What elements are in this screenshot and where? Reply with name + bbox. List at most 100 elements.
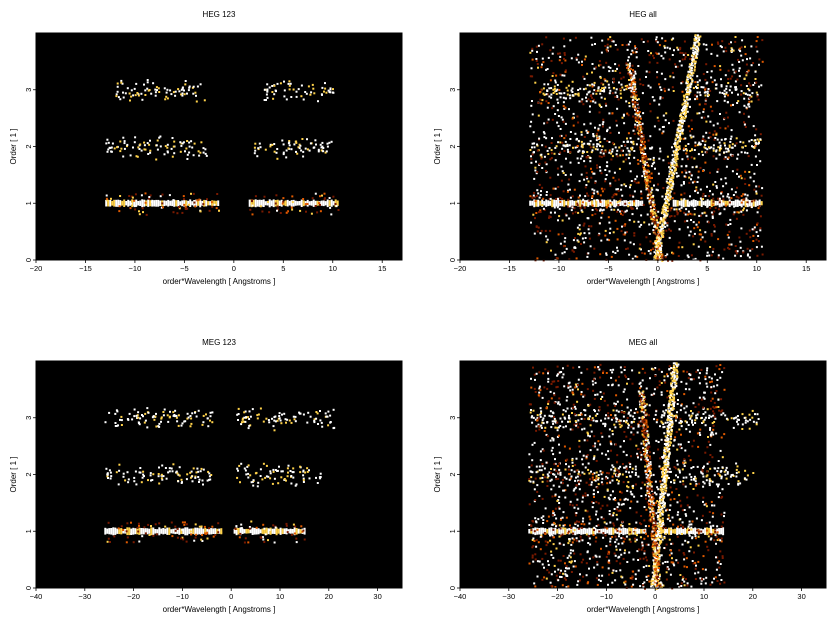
x-axis-label: order*Wavelength [ Angstroms ] (587, 277, 700, 286)
x-tick-label: −15 (79, 264, 92, 273)
cell (592, 92, 595, 95)
cell (555, 421, 558, 424)
cell (587, 180, 590, 183)
cell (297, 88, 300, 91)
cell (543, 136, 546, 139)
cell (544, 540, 547, 543)
cell (639, 451, 642, 454)
cell (718, 201, 721, 204)
cell (686, 504, 689, 507)
cell (663, 535, 666, 538)
cell (256, 485, 259, 488)
cell (695, 186, 698, 189)
cell (109, 471, 112, 474)
cell (666, 195, 669, 198)
cell (582, 88, 585, 91)
cell (568, 417, 571, 420)
cell (645, 171, 647, 174)
cell (167, 471, 170, 474)
cell (552, 484, 555, 487)
cell (148, 196, 151, 198)
cell (171, 535, 174, 538)
cell (586, 93, 589, 96)
cell (141, 414, 143, 416)
cell (133, 87, 136, 90)
cell (647, 177, 650, 180)
cell (661, 208, 664, 211)
cell (147, 411, 150, 414)
cell (737, 58, 739, 61)
cell (583, 232, 586, 235)
cell (593, 247, 596, 250)
cell (559, 128, 562, 130)
cell (117, 424, 119, 427)
cell (260, 536, 263, 539)
cell (649, 240, 652, 243)
cell (288, 141, 291, 144)
cell (600, 149, 603, 152)
cell (174, 409, 177, 412)
cell (605, 414, 607, 417)
cell (601, 504, 604, 507)
cell (668, 58, 671, 61)
cell (627, 56, 630, 59)
cell (218, 209, 220, 212)
cell (272, 97, 275, 100)
cell (585, 184, 588, 186)
cell (302, 479, 305, 482)
cell (209, 201, 212, 206)
cell (587, 468, 590, 471)
cell (727, 149, 730, 152)
cell (703, 418, 706, 421)
cell (261, 536, 264, 539)
cell (623, 239, 626, 242)
cell (616, 107, 619, 110)
cell (609, 66, 612, 69)
cell (725, 85, 728, 88)
cell (666, 181, 669, 184)
cell (730, 201, 733, 206)
cell (679, 209, 682, 212)
cell (696, 191, 699, 194)
cell (208, 478, 210, 481)
cell (313, 418, 316, 421)
cell (612, 176, 615, 179)
cell (160, 477, 163, 480)
cell (587, 98, 590, 101)
cell (662, 217, 665, 220)
cell (267, 528, 270, 535)
cell (702, 73, 705, 76)
cell (624, 374, 627, 377)
cell (649, 189, 651, 192)
cell (556, 374, 559, 377)
cell (678, 208, 681, 211)
cell (702, 420, 705, 423)
cell (639, 128, 642, 131)
cell (659, 231, 662, 233)
cell (602, 118, 605, 121)
cell (556, 206, 559, 209)
cell (684, 213, 687, 216)
cell (538, 183, 541, 186)
cell (761, 39, 764, 42)
cell (721, 521, 724, 524)
cell (552, 105, 555, 108)
cell (640, 141, 643, 144)
cell (585, 200, 588, 203)
cell (565, 214, 568, 217)
cell (289, 82, 292, 85)
cell (165, 477, 168, 480)
cell (617, 98, 620, 101)
cell (570, 475, 573, 478)
cell (749, 418, 752, 421)
cell (550, 527, 553, 536)
cell (688, 75, 691, 78)
cell (699, 166, 702, 169)
cell (549, 539, 552, 542)
cell (681, 468, 684, 471)
cell (190, 422, 193, 425)
cell (652, 205, 655, 208)
cell (115, 409, 118, 412)
cell (720, 46, 723, 49)
cell (573, 188, 576, 191)
